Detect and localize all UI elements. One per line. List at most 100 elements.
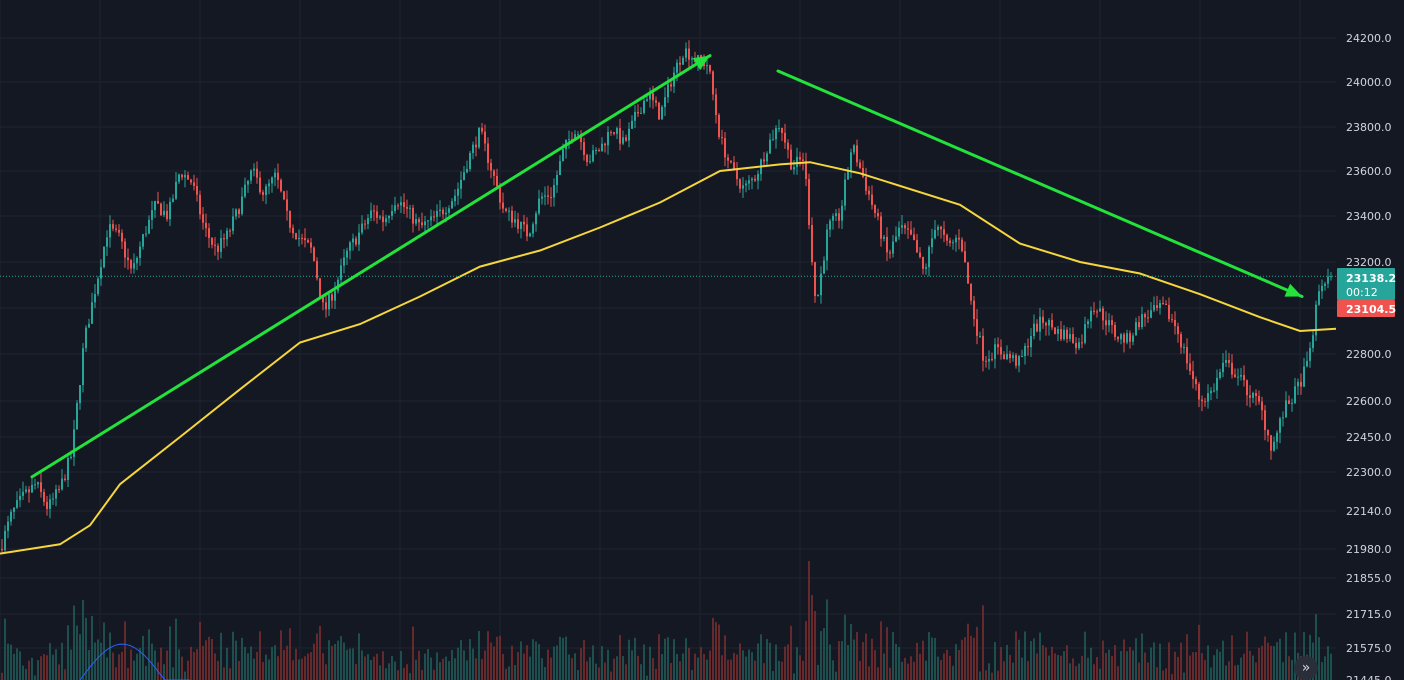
- volume-bar: [1327, 646, 1329, 680]
- volume-bar: [73, 605, 75, 680]
- candle-body: [964, 251, 966, 263]
- price-moving-average-line: [0, 161, 1337, 555]
- candle-body: [367, 218, 369, 225]
- candle-body: [1075, 342, 1077, 349]
- volume-bar: [271, 647, 273, 680]
- volume-bar: [1243, 653, 1245, 680]
- volume-bar: [880, 621, 882, 680]
- volume-bar: [121, 651, 123, 680]
- volume-bar: [184, 671, 186, 680]
- candle-body: [853, 145, 855, 153]
- volume-bar: [394, 661, 396, 680]
- candle-body: [1252, 392, 1254, 398]
- candle-body: [586, 154, 588, 163]
- candle-body: [1321, 285, 1323, 292]
- candle-body: [1201, 399, 1203, 402]
- candle-body: [61, 478, 63, 490]
- volume-bar: [1186, 634, 1188, 680]
- volume-bar: [595, 663, 597, 680]
- volume-bar: [517, 651, 519, 680]
- candle-body: [205, 222, 207, 229]
- candle-body: [808, 179, 810, 225]
- candle-body: [541, 196, 543, 199]
- price-tick-label: 21445.0: [1346, 674, 1392, 680]
- volume-bar: [994, 642, 996, 680]
- volume-bar: [673, 639, 675, 680]
- candle-body: [889, 252, 891, 254]
- volume-bar: [775, 644, 777, 680]
- volume-bar: [559, 636, 561, 680]
- volume-bar: [526, 645, 528, 680]
- scroll-to-realtime-button[interactable]: »: [1294, 656, 1318, 680]
- candle-body: [301, 237, 303, 239]
- candle-body: [1087, 321, 1089, 325]
- price-tick-label: 22800.0: [1346, 348, 1392, 361]
- volume-bar: [1192, 652, 1194, 680]
- volume-bar: [1045, 647, 1047, 680]
- volume-bar: [610, 671, 612, 680]
- candle-body: [124, 241, 126, 258]
- candle-body: [1270, 435, 1272, 451]
- candle-body: [736, 169, 738, 180]
- volume-bar: [991, 672, 993, 680]
- candle-body: [1165, 303, 1167, 305]
- candle-body: [517, 219, 519, 229]
- volume-bar: [1276, 642, 1278, 680]
- uptrend-arrow-head: [692, 55, 710, 70]
- candle-body: [772, 139, 774, 141]
- volume-bar: [46, 655, 48, 680]
- candle-body: [1069, 334, 1071, 339]
- volume-bar: [1156, 667, 1158, 680]
- volume-bar: [1222, 640, 1224, 680]
- candle-body: [508, 210, 510, 212]
- volume-bar: [406, 664, 408, 680]
- candle-body: [223, 238, 225, 240]
- volume-bar: [523, 653, 525, 680]
- candle-body: [814, 262, 816, 296]
- candle-body: [1222, 362, 1224, 373]
- volume-bar: [118, 654, 120, 680]
- candle-body: [574, 134, 576, 141]
- volume-bar: [244, 646, 246, 680]
- volume-bar: [703, 653, 705, 680]
- volume-bar: [79, 634, 81, 680]
- candle-body: [535, 213, 537, 225]
- volume-bar: [301, 658, 303, 680]
- candle-body: [253, 168, 255, 171]
- candlestick-series: [1, 40, 1332, 554]
- candle-body: [886, 236, 888, 253]
- candle-body: [376, 211, 378, 218]
- candle-body: [637, 111, 639, 114]
- candle-body: [1138, 322, 1140, 328]
- volume-bar: [589, 657, 591, 680]
- candle-body: [307, 240, 309, 243]
- candle-body: [1021, 356, 1023, 358]
- price-tick-label: 22300.0: [1346, 466, 1392, 479]
- volume-bar: [235, 640, 237, 680]
- candle-body: [979, 335, 981, 337]
- volume-bar: [1315, 614, 1317, 680]
- volume-bar: [1270, 645, 1272, 680]
- volume-bar: [709, 650, 711, 680]
- volume-bar: [352, 648, 354, 680]
- volume-bar: [829, 644, 831, 680]
- candle-body: [1024, 345, 1026, 357]
- volume-bar: [682, 653, 684, 680]
- candle-body: [826, 229, 828, 261]
- volume-bar: [1168, 642, 1170, 680]
- volume-bar: [55, 649, 57, 680]
- volume-bar: [424, 653, 426, 680]
- candle-body: [580, 134, 582, 143]
- volume-bar: [715, 622, 717, 680]
- volume-bar: [670, 663, 672, 680]
- candle-body: [469, 153, 471, 169]
- volume-bar: [109, 632, 111, 680]
- volume-bar: [706, 659, 708, 680]
- volume-bar: [745, 656, 747, 680]
- price-axis[interactable]: 24200.0 24000.0 23800.0 23600.0 23400.0 23200…: [1346, 32, 1392, 680]
- candle-body: [457, 188, 459, 196]
- volume-bar: [7, 643, 9, 680]
- volume-bar: [826, 599, 828, 680]
- volume-bar: [472, 648, 474, 680]
